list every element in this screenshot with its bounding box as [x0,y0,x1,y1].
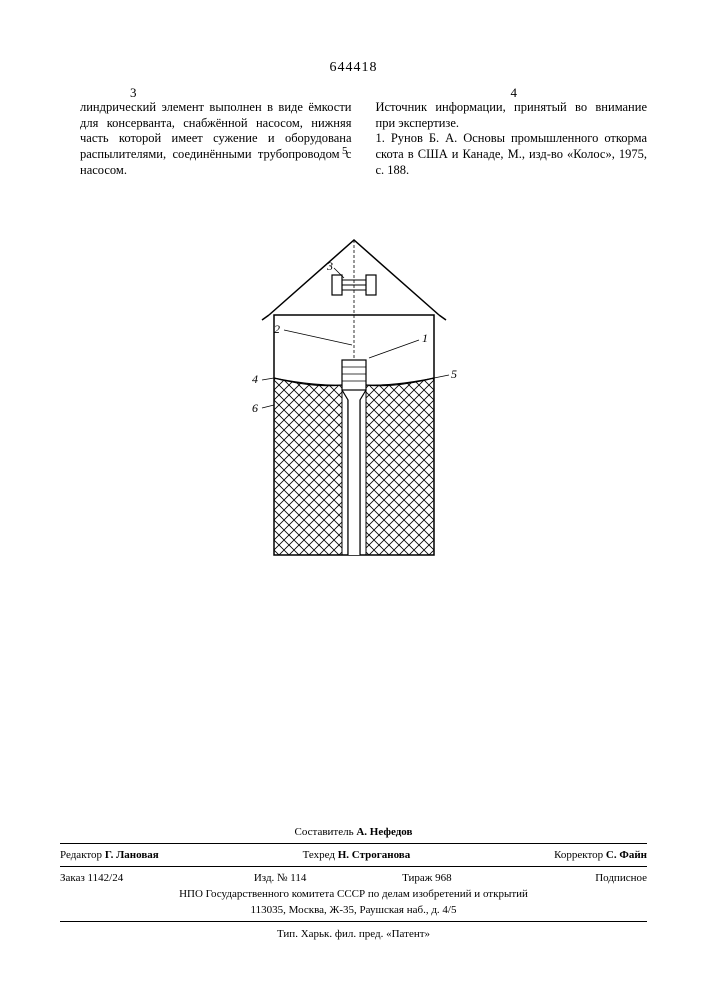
addr-line: 113035, Москва, Ж-35, Раушская наб., д. … [60,902,647,918]
svg-text:5: 5 [451,367,457,381]
svg-text:4: 4 [252,372,258,386]
right-column-text: Источник информации, принятый во внимани… [376,85,648,178]
editor-name: Г. Лановая [105,849,159,861]
corr-name: С. Файн [606,849,647,861]
compiler-label: Составитель [295,826,354,838]
footer-block: Составитель А. Нефедов Редактор Г. Ланов… [60,824,647,940]
svg-text:6: 6 [252,401,258,415]
signed: Подписное [500,872,647,884]
doc-number: 644418 [0,60,707,76]
org-line: НПО Государственного комитета СССР по де… [60,886,647,902]
reference-mark-5: 5 [342,145,348,157]
svg-text:3: 3 [326,259,333,273]
tech-name: Н. Строганова [338,849,411,861]
izd-number: Изд. № 114 [207,872,354,884]
order-number: Заказ 1142/24 [60,872,207,884]
corr-label: Корректор [554,849,603,861]
tirazh: Тираж 968 [354,872,501,884]
svg-text:1: 1 [422,331,428,345]
compiler-name: А. Нефедов [356,826,412,838]
printer-line: Тип. Харьк. фил. пред. «Патент» [60,928,647,940]
svg-text:2: 2 [274,322,280,336]
editor-label: Редактор [60,849,102,861]
patent-figure: 3 2 1 5 4 6 [0,230,707,565]
left-column-text: линдрический элемент выполнен в виде ёмк… [80,85,352,178]
tech-label: Техред [303,849,335,861]
text-columns: линдрический элемент выполнен в виде ёмк… [80,85,647,178]
